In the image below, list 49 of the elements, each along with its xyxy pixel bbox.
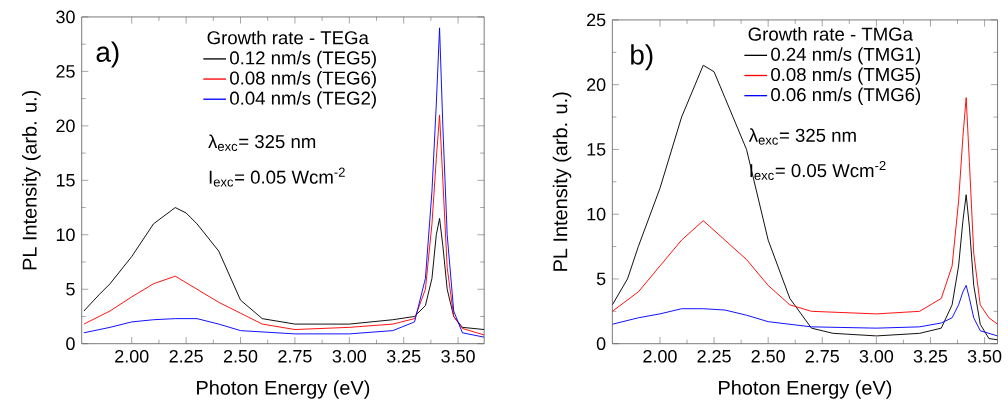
y-tick-label: 15 (587, 142, 606, 156)
x-tick-label: 3.50 (441, 349, 475, 363)
x-tick-label: 2.75 (805, 349, 839, 363)
legend-label: 0.12 nm/s (TEG5) (230, 50, 376, 68)
x-tick-label: 3.50 (967, 349, 1002, 363)
legend-label: 0.08 nm/s (TEG6) (230, 70, 376, 89)
x-tick-label: 2.75 (278, 349, 312, 363)
line-series (83, 206, 485, 330)
y-tick-label: 5 (66, 282, 75, 296)
legend-label: 0.06 nm/s (TMG6) (771, 87, 921, 105)
annotation: I$_{exc}$= 0.05 Wcm$^{-2}$ (750, 160, 886, 180)
annotation: b) (631, 43, 653, 70)
y-tick-label: 5 (596, 272, 606, 285)
x-tick-label: 2.50 (751, 349, 785, 363)
annotation: λ$_{exc}$= 325 nm (748, 128, 856, 145)
line-series (83, 114, 485, 336)
annotation: a) (96, 41, 119, 68)
y-tick-label: 20 (56, 119, 75, 132)
line-series (83, 27, 485, 338)
y-tick-label: 0 (66, 337, 75, 350)
legend-label: 0.24 nm/s (TMG1) (771, 47, 921, 65)
y-axis-title: PL Intensity (arb. u.) (552, 92, 572, 271)
x-tick-label: 2.00 (115, 349, 149, 363)
x-tick-label: 2.50 (223, 349, 258, 363)
y-tick-label: 30 (56, 10, 75, 24)
x-tick-label: 3.00 (332, 349, 367, 363)
legend-title: Growth rate - TMGa (748, 26, 914, 41)
legend-label: 0.08 nm/s (TMG5) (771, 67, 921, 85)
x-tick-label: 3.25 (386, 349, 421, 363)
x-tick-label: 2.00 (643, 349, 677, 363)
x-axis-title: Photon Energy (eV) (719, 379, 892, 399)
x-tick-label: 3.00 (859, 349, 894, 363)
x-tick-label: 3.25 (913, 349, 948, 363)
y-tick-label: 0 (596, 337, 606, 350)
annotation: I$_{exc}$= 0.05 Wcm$^{-2}$ (209, 167, 345, 187)
x-tick-label: 2.25 (169, 349, 203, 363)
y-axis-title: PL Intensity (arb. u.) (22, 90, 41, 270)
annotation: λ$_{exc}$= 325 nm (208, 134, 316, 151)
y-tick-label: 10 (587, 207, 606, 221)
x-axis-title: Photon Energy (eV) (197, 379, 370, 399)
x-tick-label: 2.25 (697, 349, 731, 363)
y-tick-label: 10 (56, 228, 75, 241)
legend-label: 0.04 nm/s (TEG2) (230, 90, 376, 109)
line-series (612, 284, 998, 337)
legend-title: Growth rate - TEGa (207, 30, 369, 45)
y-tick-label: 25 (56, 64, 75, 78)
y-tick-label: 15 (56, 173, 75, 187)
y-tick-label: 20 (587, 78, 606, 91)
y-tick-label: 25 (587, 13, 606, 27)
